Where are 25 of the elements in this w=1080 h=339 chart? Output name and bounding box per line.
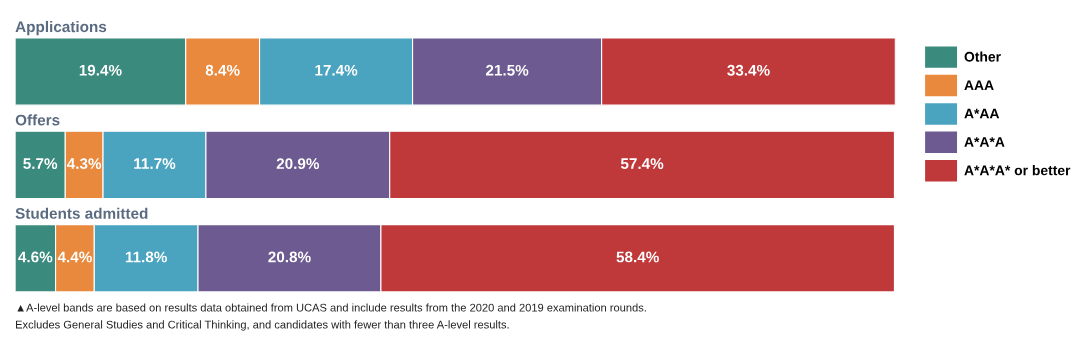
y-tick-label: Offers [15, 114, 60, 126]
data-label: 4.6% [18, 251, 53, 263]
data-label: 57.4% [620, 158, 664, 170]
legend-label: A*AA [964, 108, 1000, 119]
data-label: 20.8% [268, 251, 311, 263]
data-label: 4.3% [66, 158, 102, 170]
text: ▲A-level bands are based on results data obtained from UCAS and include results from the 2020 and 2019 examination rounds. [17, 303, 646, 312]
data-label: 11.7% [134, 158, 176, 169]
data-label: 8.4% [205, 64, 240, 76]
data-label: 58.4% [616, 251, 659, 263]
data-label: 5.7% [23, 158, 58, 170]
legend-label: Other [964, 51, 1001, 62]
y-tick-label: Students admitted [15, 207, 148, 219]
data-label: 21.5% [485, 64, 529, 76]
y-tick-label: Applications [15, 20, 107, 36]
text: Excludes General Studies and Critical Thinking, and candidates with fewer than three A-level results. [16, 320, 509, 331]
data-label: 19.4% [79, 64, 122, 76]
data-label: 33.4% [727, 64, 770, 76]
legend-label: A*A*A [964, 137, 1005, 147]
data-label: 11.8% [125, 251, 167, 263]
data-label: 20.9% [276, 158, 320, 170]
legend-label: A*A*A* or better [964, 165, 1071, 176]
data-label: 17.4% [315, 64, 358, 76]
data-label: 4.4% [57, 251, 92, 263]
legend-label: AAA [964, 80, 994, 90]
